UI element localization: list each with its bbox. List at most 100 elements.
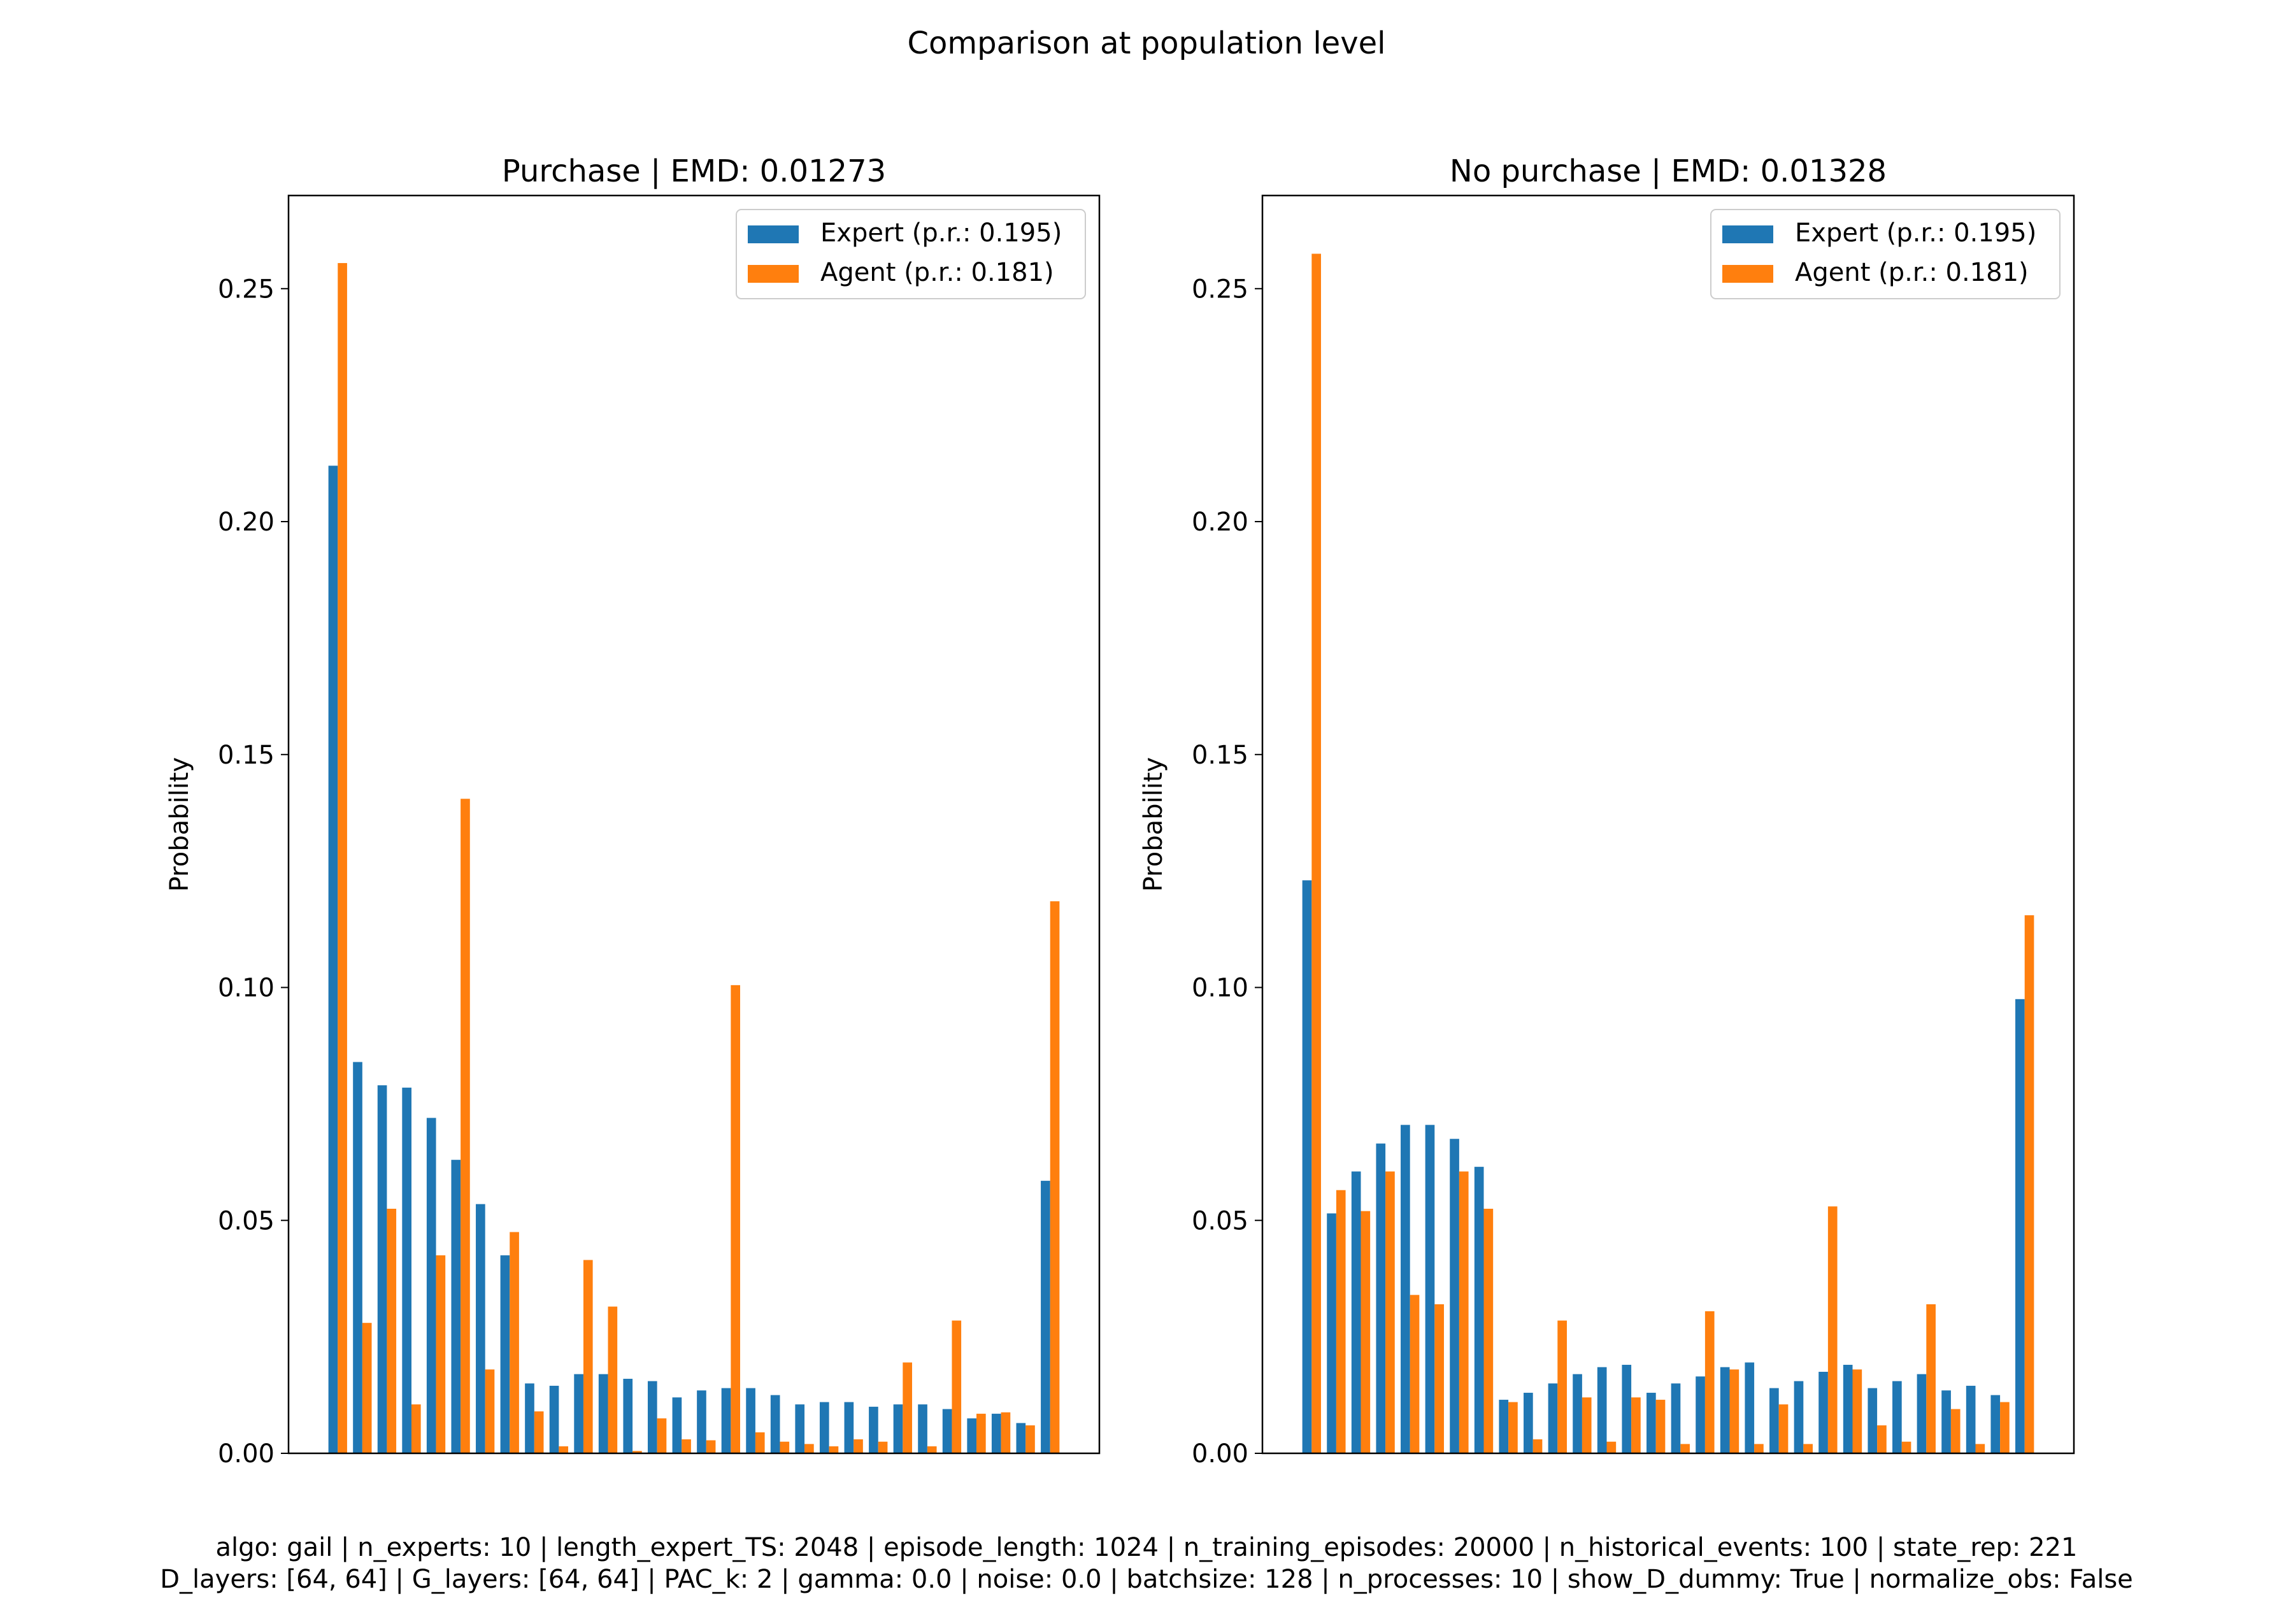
y-tick-label: 0.10	[218, 974, 275, 1003]
expert-bar	[795, 1404, 805, 1453]
agent-bar	[1729, 1369, 1739, 1453]
plots-canvas: Purchase | EMD: 0.01273 Probability 0.00 0.…	[165, 153, 2075, 1469]
expert-bar	[1696, 1376, 1705, 1453]
expert-bar	[1327, 1213, 1336, 1453]
agent-bar	[1336, 1190, 1346, 1453]
panel-title: Purchase | EMD: 0.01273	[502, 153, 886, 189]
expert-bar	[819, 1402, 829, 1453]
agent-bar	[1001, 1412, 1011, 1453]
agent-bar	[411, 1404, 421, 1453]
agent-bar	[878, 1441, 888, 1453]
agent-bar	[1385, 1171, 1395, 1453]
expert-bar	[1818, 1371, 1828, 1453]
expert-bar	[647, 1381, 657, 1453]
y-tick-label: 0.05	[1192, 1206, 1248, 1236]
agent-legend-label: Agent (p.r.: 0.181)	[820, 258, 1054, 287]
agent-bar	[1483, 1208, 1494, 1453]
agent-bar	[829, 1446, 839, 1453]
y-tick-label: 0.15	[218, 741, 275, 770]
y-tick-label: 0.00	[218, 1439, 275, 1469]
expert-bar	[426, 1118, 436, 1453]
agent-bar	[2024, 915, 2034, 1453]
agent-legend-swatch	[1722, 265, 1773, 283]
panel-title: No purchase | EMD: 0.01328	[1450, 153, 1887, 189]
expert-bar	[1622, 1365, 1632, 1453]
y-tick-label: 0.25	[1192, 274, 1248, 304]
agent-bar	[583, 1260, 593, 1453]
agent-bar	[731, 985, 741, 1453]
agent-bar	[436, 1255, 446, 1453]
expert-bar	[574, 1374, 583, 1453]
expert-legend-swatch	[1722, 225, 1773, 243]
agent-bar	[1557, 1320, 1567, 1453]
agent-bar	[1459, 1171, 1469, 1453]
expert-bar	[1548, 1383, 1558, 1453]
expert-bar	[1450, 1139, 1459, 1453]
agent-bar	[510, 1232, 519, 1453]
expert-bar	[1499, 1399, 1509, 1453]
expert-bar	[942, 1409, 952, 1453]
expert-bar	[893, 1404, 903, 1453]
agent-legend-swatch	[748, 265, 799, 283]
agent-bar	[461, 799, 470, 1453]
expert-bar	[770, 1395, 780, 1453]
expert-legend-label: Expert (p.r.: 0.195)	[1795, 218, 2036, 248]
agent-bar	[362, 1323, 372, 1453]
expert-bar	[672, 1397, 682, 1453]
agent-bar	[1827, 1206, 1838, 1453]
agent-bar	[657, 1418, 667, 1453]
expert-bar	[746, 1388, 755, 1453]
expert-bar	[402, 1087, 411, 1453]
expert-bar	[1474, 1167, 1484, 1453]
expert-bar	[1671, 1383, 1681, 1453]
axes-frame	[1261, 194, 2075, 1455]
expert-bar	[1794, 1381, 1804, 1453]
expert-bar	[1401, 1125, 1410, 1453]
axes-frame	[287, 194, 1101, 1455]
figure-suptitle: Comparison at population level	[907, 25, 1386, 61]
agent-bar	[1926, 1304, 1936, 1453]
expert-bar	[1941, 1390, 1951, 1453]
expert-bar	[1573, 1374, 1582, 1453]
y-tick-label: 0.00	[1192, 1439, 1248, 1469]
expert-bar	[918, 1404, 927, 1453]
expert-bar	[2015, 999, 2025, 1453]
expert-bar	[377, 1085, 387, 1453]
expert-bar	[1745, 1362, 1755, 1453]
agent-bar	[1606, 1441, 1617, 1453]
expert-bar	[1016, 1423, 1026, 1453]
agent-bar	[1754, 1444, 1764, 1453]
agent-bar	[1434, 1304, 1444, 1453]
agent-bar	[927, 1446, 937, 1453]
purchase-panel: Purchase | EMD: 0.01273 Probability 0.00 0.…	[165, 153, 1101, 1469]
expert-bar	[623, 1378, 633, 1453]
expert-bar	[1425, 1125, 1435, 1453]
expert-bar	[451, 1160, 461, 1453]
y-tick-label: 0.25	[218, 274, 275, 304]
expert-bar	[1966, 1385, 1976, 1453]
expert-bar	[991, 1413, 1001, 1453]
y-tick-label: 0.10	[1192, 974, 1248, 1003]
expert-bar	[525, 1383, 534, 1453]
agent-bar	[1361, 1211, 1371, 1453]
expert-bar	[328, 466, 338, 1453]
parameters-footer: algo: gail | n_experts: 10 | length_expe…	[0, 1532, 2293, 1595]
agent-bar	[1778, 1404, 1789, 1453]
agent-bar	[608, 1306, 618, 1453]
agent-bar	[1852, 1369, 1862, 1453]
expert-bar	[1892, 1381, 1902, 1453]
expert-bar	[1647, 1392, 1656, 1453]
agent-bar	[534, 1411, 544, 1453]
agent-bar	[1704, 1311, 1715, 1453]
agent-bar	[780, 1441, 790, 1453]
agent-bar	[1050, 901, 1060, 1453]
legend-box	[736, 209, 1086, 299]
expert-bar	[721, 1388, 731, 1453]
expert-bar	[1868, 1388, 1878, 1453]
agent-bar	[1508, 1402, 1518, 1453]
agent-bar	[682, 1439, 691, 1453]
expert-bar	[1917, 1374, 1927, 1453]
agent-bar	[952, 1320, 962, 1453]
legend-box	[1710, 209, 2061, 299]
